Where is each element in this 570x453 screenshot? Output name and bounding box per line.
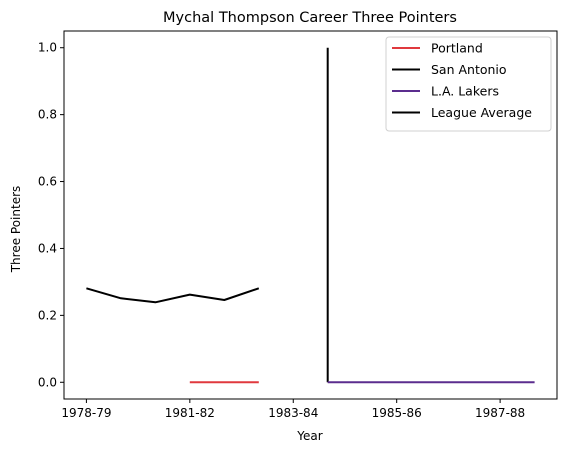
legend: Portland San Antonio L.A. Lakers League Ave… xyxy=(385,36,552,132)
plot-frame xyxy=(63,30,558,400)
x-tick-label: 1983-84 xyxy=(268,406,318,420)
y-tick-label: 0.6 xyxy=(38,175,57,189)
series-line-league-average xyxy=(86,287,260,304)
x-tick-label: 1985-86 xyxy=(372,406,422,420)
y-tick-label: 1.0 xyxy=(38,41,57,55)
legend-box xyxy=(385,36,552,132)
y-tick-label: 0.0 xyxy=(38,375,57,389)
x-axis-ticks: 1978-79 1981-82 1983-84 1985-86 1987-88 xyxy=(61,399,525,420)
x-tick-label: 1981-82 xyxy=(165,406,215,420)
legend-label: Portland xyxy=(431,41,483,56)
y-tick-label: 0.4 xyxy=(38,241,57,255)
legend-label: San Antonio xyxy=(431,62,507,77)
chart-title: Mychal Thompson Career Three Pointers xyxy=(163,10,457,26)
plot-content xyxy=(86,47,535,384)
legend-label: League Average xyxy=(431,105,532,120)
y-tick-label: 0.8 xyxy=(38,108,57,122)
legend-label: L.A. Lakers xyxy=(431,84,499,99)
x-tick-label: 1987-88 xyxy=(475,406,525,420)
y-tick-label: 0.2 xyxy=(38,308,57,322)
x-axis-label: Year xyxy=(296,429,322,443)
x-tick-label: 1978-79 xyxy=(61,406,111,420)
y-axis-ticks: 0.0 0.2 0.4 0.6 0.8 1.0 xyxy=(38,41,64,389)
y-axis-label: Three Pointers xyxy=(9,186,23,274)
